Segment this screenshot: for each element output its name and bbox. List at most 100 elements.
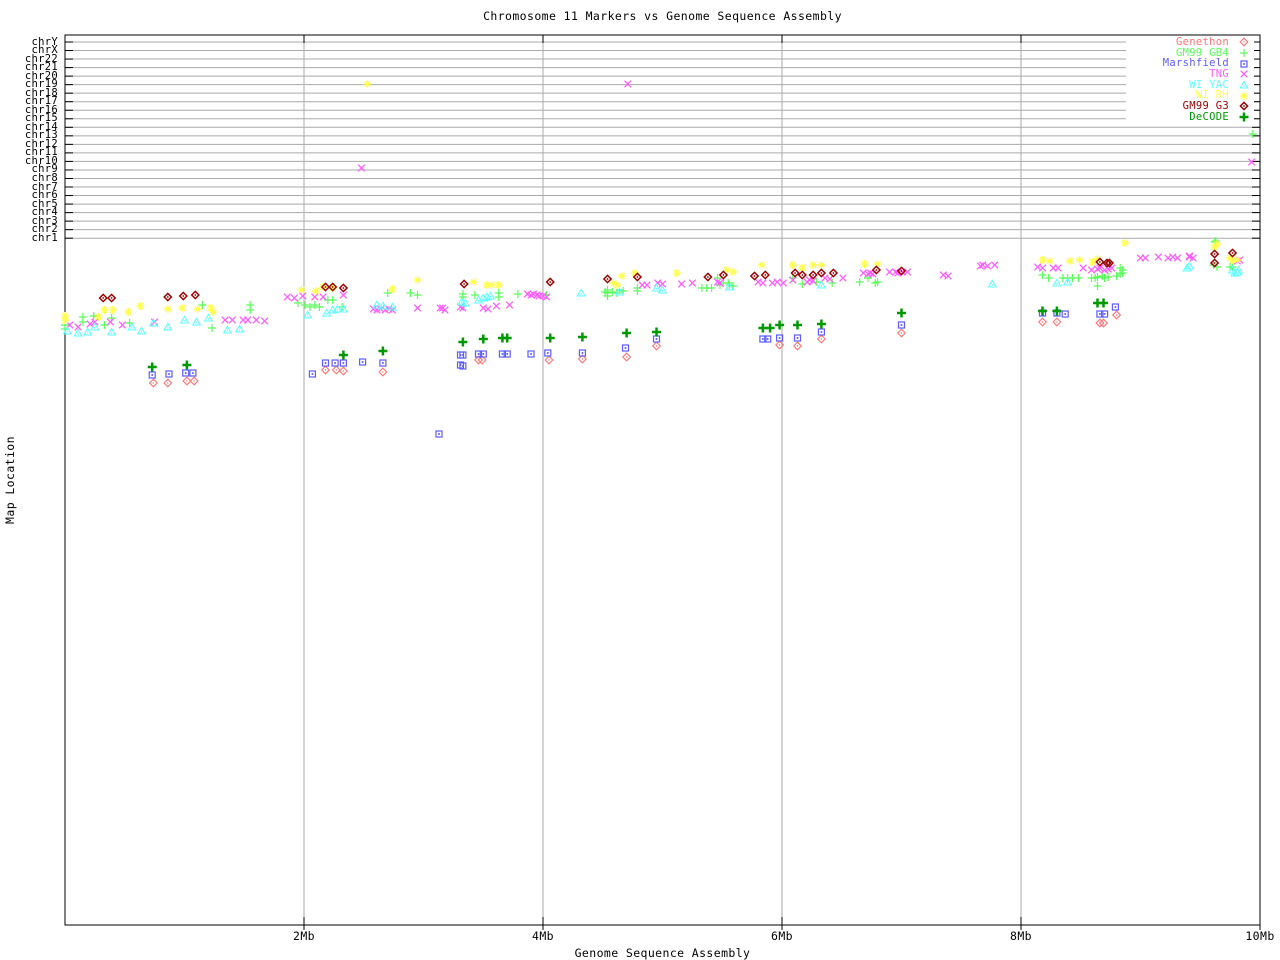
data-point <box>458 337 468 347</box>
data-point <box>228 316 237 324</box>
chr-label-chr15: chr15 <box>24 112 58 125</box>
data-point <box>1121 239 1129 247</box>
data-point <box>1093 265 1102 273</box>
chr-label-chr5: chr5 <box>31 197 58 210</box>
legend-marker-icon <box>1240 70 1248 79</box>
data-point <box>809 277 817 285</box>
data-point <box>283 293 292 301</box>
data-point <box>1087 266 1096 274</box>
data-point <box>1112 272 1121 280</box>
data-point <box>86 320 94 328</box>
legend-marker-icon <box>1240 60 1248 68</box>
data-point <box>1112 310 1122 320</box>
data-point <box>622 352 632 362</box>
legend-item-gm99-gb4: GM99 GB4 <box>1128 47 1254 59</box>
data-point <box>1099 298 1108 308</box>
data-point <box>252 316 260 324</box>
data-point <box>788 261 797 269</box>
data-point <box>338 366 348 376</box>
series-marshfield <box>148 303 1120 438</box>
data-point <box>106 318 115 326</box>
data-point <box>897 321 906 329</box>
data-point <box>790 268 800 278</box>
data-point <box>1045 257 1054 265</box>
data-point <box>328 296 337 304</box>
data-point <box>294 299 302 307</box>
data-point <box>544 349 552 357</box>
data-point <box>797 270 807 280</box>
data-point <box>321 359 330 367</box>
data-point <box>148 318 159 327</box>
data-point <box>484 305 492 313</box>
data-point <box>707 284 716 292</box>
data-point <box>78 318 87 326</box>
series-gm99-g3 <box>98 248 1238 303</box>
data-point <box>1185 252 1194 260</box>
data-point <box>441 306 449 314</box>
data-point <box>713 278 722 286</box>
data-point <box>1038 306 1047 316</box>
legend-marker-icon <box>1239 37 1249 47</box>
axes <box>64 34 1261 930</box>
chr-label-chr11: chr11 <box>24 146 58 159</box>
data-point <box>757 261 766 269</box>
gridlines <box>65 35 1260 925</box>
data-point <box>775 340 785 350</box>
data-point <box>182 369 190 377</box>
data-point <box>632 272 643 282</box>
series-wi-rh <box>61 80 1242 324</box>
data-point <box>297 286 306 294</box>
data-point <box>651 341 662 351</box>
data-point <box>808 270 818 280</box>
data-point <box>542 293 551 301</box>
data-point <box>1228 256 1237 264</box>
data-point <box>1227 248 1238 258</box>
legend-item-genethon: Genethon <box>1128 37 1254 48</box>
data-point <box>631 269 639 277</box>
data-point <box>222 325 233 334</box>
data-point <box>503 350 511 358</box>
data-point <box>792 341 803 351</box>
chr-label-chr8: chr8 <box>31 171 58 184</box>
data-point <box>860 260 869 268</box>
data-point <box>944 272 952 280</box>
x-tick-2Mb: 2Mb <box>293 929 315 943</box>
data-point <box>633 287 642 295</box>
data-point <box>502 333 512 343</box>
data-point <box>577 354 587 364</box>
data-point <box>703 272 713 282</box>
data-point <box>470 291 479 299</box>
legend-label: WI RH <box>1195 89 1229 102</box>
data-point <box>378 346 388 356</box>
data-point <box>435 430 443 438</box>
data-point <box>779 279 787 287</box>
legend-item-decode: DeCODE <box>1128 112 1254 123</box>
data-point <box>459 351 467 359</box>
data-point <box>983 262 992 270</box>
data-point <box>816 334 826 344</box>
series-wi-yac <box>62 261 1244 337</box>
data-point <box>1044 274 1053 282</box>
data-point <box>388 285 397 293</box>
data-point <box>1100 274 1109 282</box>
data-point <box>809 261 818 269</box>
data-point <box>459 362 467 370</box>
data-point <box>108 306 117 314</box>
legend-item-wi-yac: WI YAC <box>1128 80 1254 91</box>
data-point <box>1104 258 1115 268</box>
data-point <box>789 276 797 284</box>
data-point <box>576 288 586 297</box>
data-point <box>163 292 173 302</box>
data-point <box>658 280 667 288</box>
data-point <box>608 288 617 296</box>
chr-label-chr9: chr9 <box>31 163 58 176</box>
data-point <box>578 349 587 357</box>
data-point <box>1182 263 1192 272</box>
data-point <box>651 283 662 292</box>
data-point <box>203 313 214 322</box>
data-point <box>413 304 422 312</box>
data-point <box>871 265 882 275</box>
legend-item-wi-rh: WI RH <box>1128 90 1254 101</box>
data-point <box>311 293 319 301</box>
data-point <box>498 350 506 358</box>
